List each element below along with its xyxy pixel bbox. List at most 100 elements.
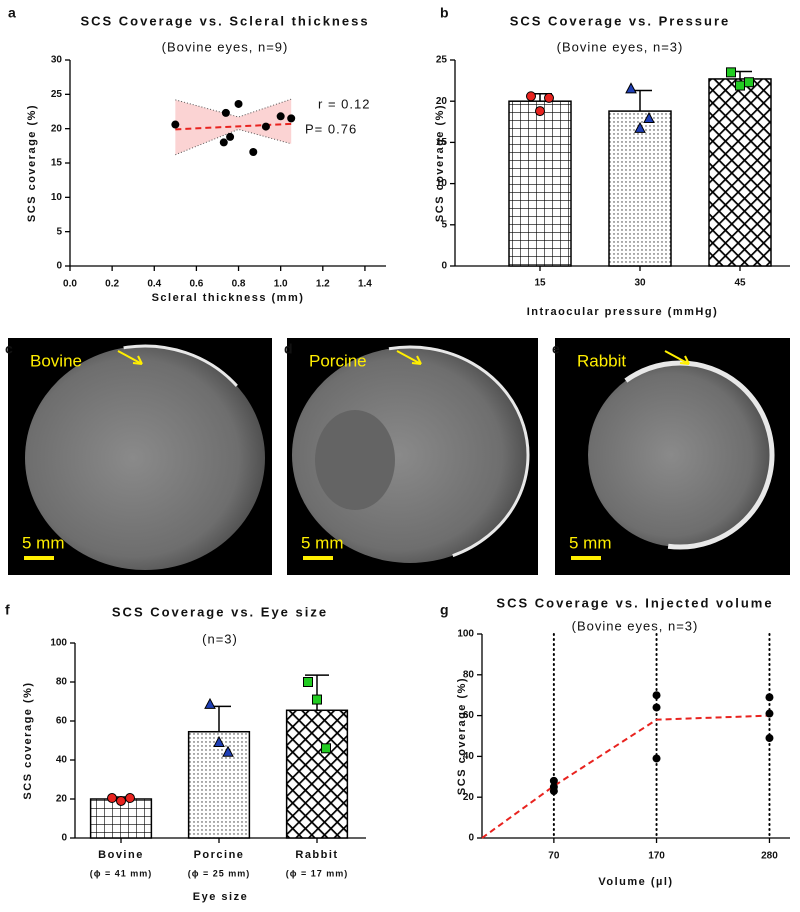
y-axis-label: SCS coverage (%) [22, 681, 34, 799]
point [744, 77, 754, 88]
y-tick-label: 20 [56, 794, 68, 805]
bar [508, 100, 572, 267]
chart-title: SCS Coverage vs. Injected volume [496, 595, 773, 610]
y-tick-label: 5 [441, 219, 447, 230]
panel-label: d [284, 341, 293, 357]
y-tick-label: 60 [463, 710, 475, 721]
y-tick-label: 20 [51, 123, 63, 134]
point [765, 693, 774, 702]
scs-arc [388, 345, 530, 558]
y-tick-label: 40 [56, 755, 68, 766]
image-label: Porcine [309, 351, 367, 370]
x-tick-label: 0.4 [147, 279, 161, 290]
point [321, 743, 331, 754]
x-tick-label: 170 [648, 851, 665, 862]
error-bar [628, 89, 652, 112]
scs-arc [624, 360, 775, 550]
point [634, 121, 646, 133]
panel-label: g [440, 602, 449, 618]
arrow [396, 350, 422, 365]
panel-label: b [440, 5, 449, 21]
point [222, 745, 234, 757]
chart-subtitle: (Bovine eyes, n=3) [557, 39, 684, 54]
error-bar [207, 705, 231, 732]
scale-bar-label: 5 mm [22, 533, 65, 552]
point [549, 787, 558, 796]
scale-bar-label: 5 mm [569, 533, 612, 552]
category-note: (ϕ = 25 mm) [188, 868, 251, 878]
y-tick-label: 80 [463, 669, 475, 680]
y-tick-label: 40 [463, 751, 475, 762]
point [213, 735, 225, 747]
x-tick-label: Porcine [194, 849, 245, 861]
chart-subtitle: (Bovine eyes, n=9) [162, 39, 289, 54]
confidence-band [175, 99, 292, 155]
point [171, 120, 180, 129]
y-tick-label: 0 [468, 833, 474, 844]
x-tick-label: 45 [734, 278, 746, 289]
y-axis-label: SCS coverage (%) [456, 677, 468, 795]
x-tick-label: 30 [634, 278, 646, 289]
point [735, 80, 745, 91]
x-tick-label: 70 [548, 851, 560, 862]
annotation: r = 0.12 [318, 96, 370, 111]
y-tick-label: 25 [436, 55, 448, 66]
x-tick-label: 1.2 [316, 279, 330, 290]
image-label: Rabbit [577, 351, 626, 370]
panel-label: a [8, 5, 16, 21]
point [312, 694, 322, 705]
annotation: P= 0.76 [305, 121, 357, 136]
y-tick-label: 15 [51, 158, 63, 169]
eye [25, 346, 265, 570]
point [107, 793, 117, 804]
point [261, 122, 270, 131]
bar [285, 709, 349, 839]
fit-line [481, 714, 770, 839]
y-axis-label: SCS coverage (%) [26, 104, 38, 222]
y-tick-label: 25 [51, 89, 63, 100]
scs-arc [123, 344, 238, 387]
chart-subtitle: (n=3) [202, 631, 238, 646]
chart-title: SCS Coverage vs. Pressure [510, 13, 731, 28]
x-tick-label: 15 [534, 278, 546, 289]
y-tick-label: 10 [436, 178, 448, 189]
x-tick-label: 0.6 [189, 279, 203, 290]
y-tick-label: 0 [56, 261, 62, 272]
point [303, 677, 313, 687]
y-tick-label: 100 [457, 629, 474, 640]
y-tick-label: 80 [56, 677, 68, 688]
point [652, 691, 661, 700]
point [219, 138, 228, 147]
bar [187, 730, 251, 839]
y-tick-label: 5 [56, 226, 62, 237]
y-tick-label: 30 [51, 55, 63, 66]
point [116, 795, 126, 806]
eye [588, 363, 772, 547]
point [234, 99, 243, 108]
y-tick-label: 15 [436, 137, 448, 148]
point [549, 776, 558, 785]
lens [315, 410, 395, 510]
x-tick-label: Rabbit [295, 849, 338, 861]
arrow [117, 350, 143, 365]
y-tick-label: 0 [61, 833, 67, 844]
point [652, 703, 661, 712]
point [221, 108, 230, 117]
x-axis-label: Eye size [193, 891, 248, 903]
x-tick-label: 0.2 [105, 279, 119, 290]
point [125, 793, 135, 804]
chart-title: SCS Coverage vs. Scleral thickness [80, 13, 369, 28]
x-tick-label: 0.8 [232, 279, 246, 290]
point [276, 112, 285, 121]
x-tick-label: Bovine [98, 849, 144, 861]
category-note: (ϕ = 17 mm) [286, 868, 349, 878]
point [726, 67, 736, 78]
point [204, 697, 216, 709]
y-tick-label: 0 [441, 261, 447, 272]
panel-label: c [5, 341, 13, 357]
x-tick-label: 1.4 [358, 279, 372, 290]
y-axis-label: SCS coverage (%) [434, 104, 446, 222]
bar [708, 78, 772, 267]
point [625, 82, 637, 94]
point [643, 111, 655, 124]
